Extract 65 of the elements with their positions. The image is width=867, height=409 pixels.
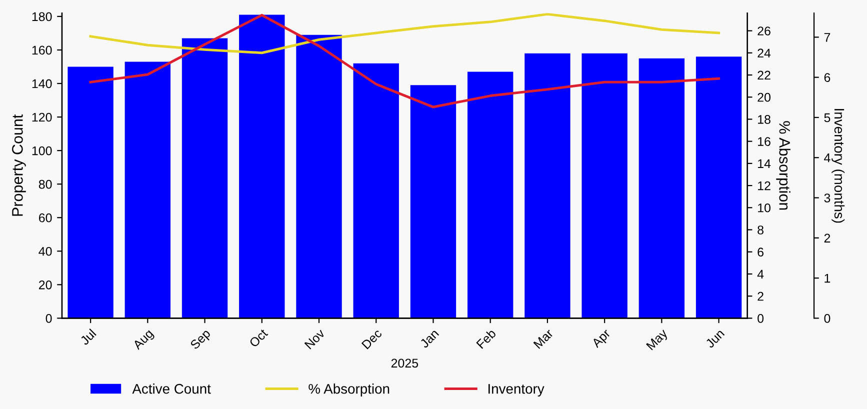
y2-tick-label: 4 xyxy=(757,270,764,279)
y3-tick-label: 6 xyxy=(824,73,830,82)
y2-tick-label: 20 xyxy=(758,92,770,102)
legend-label: Inventory xyxy=(488,384,544,396)
y2-tick-label: 18 xyxy=(758,115,770,124)
y-tick-label: 60 xyxy=(39,213,52,222)
bar xyxy=(582,53,628,318)
x-tick-label: Nov xyxy=(304,328,326,350)
y-tick-label: 0 xyxy=(46,314,52,323)
y3-tick-label: 1 xyxy=(824,274,830,283)
y2-tick-label: 8 xyxy=(758,226,764,234)
y-tick-label: 180 xyxy=(32,12,52,22)
x-axis-title: 2025 xyxy=(391,358,418,368)
y3-tick-label: 4 xyxy=(824,154,830,162)
y-tick-label: 140 xyxy=(32,79,52,88)
y-tick-label: 20 xyxy=(38,280,52,290)
y-tick-label: 100 xyxy=(32,146,52,156)
y-tick-label: 80 xyxy=(38,180,52,189)
line-series xyxy=(89,14,720,108)
bar xyxy=(68,66,114,318)
y2-tick-label: 16 xyxy=(758,137,770,146)
y2-tick-label: 24 xyxy=(758,48,771,58)
x-tick-label: Apr xyxy=(591,328,613,350)
x-tick-label: May xyxy=(646,328,670,352)
y3-tick-label: 5 xyxy=(824,113,830,122)
x-tick-label: Aug xyxy=(132,328,156,352)
x-tick-label: Dec xyxy=(361,328,382,350)
y3-tick-label: 2 xyxy=(824,234,830,242)
y-tick-label: 120 xyxy=(32,112,52,122)
x-tick-label: Jan xyxy=(419,328,440,349)
y2-tick-label: 10 xyxy=(758,203,770,212)
bar xyxy=(124,62,171,318)
y2-tick-label: 14 xyxy=(758,159,771,168)
x-tick-label: Sep xyxy=(190,328,213,352)
y2-axis-title: % Absorption xyxy=(776,121,790,210)
y2-tick-label: 12 xyxy=(758,181,770,190)
x-tick-label: Jul xyxy=(79,328,96,346)
y-axis-title: Property Count xyxy=(12,114,26,216)
bar xyxy=(524,53,570,318)
legend-label: % Absorption xyxy=(308,384,390,396)
bar xyxy=(410,85,456,318)
y-tick-label: 160 xyxy=(32,46,52,55)
y3-axis-title: Inventory (months) xyxy=(832,109,845,223)
x-tick-label: Jun xyxy=(705,328,725,349)
y3-tick-label: 7 xyxy=(824,33,830,42)
y2-tick-label: 2 xyxy=(758,292,764,301)
bar xyxy=(239,14,285,318)
y2-tick-label: 6 xyxy=(758,248,764,257)
y-tick-label: 40 xyxy=(38,246,52,256)
x-tick-label: Oct xyxy=(248,328,268,348)
bar xyxy=(696,56,742,318)
y2-tick-label: 26 xyxy=(758,26,770,36)
bar xyxy=(296,34,342,318)
y3-tick-label: 0 xyxy=(824,314,830,323)
legend-label: Active Count xyxy=(132,384,211,394)
x-tick-label: Mar xyxy=(533,328,554,349)
y3-tick-label: 3 xyxy=(824,194,830,202)
bar xyxy=(182,38,228,318)
line-series xyxy=(89,13,720,54)
bar xyxy=(353,63,399,318)
x-tick-label: Feb xyxy=(476,328,496,349)
y2-tick-label: 22 xyxy=(758,70,770,80)
bar xyxy=(638,58,685,318)
y2-tick-label: 0 xyxy=(758,314,764,323)
bar xyxy=(467,72,514,318)
